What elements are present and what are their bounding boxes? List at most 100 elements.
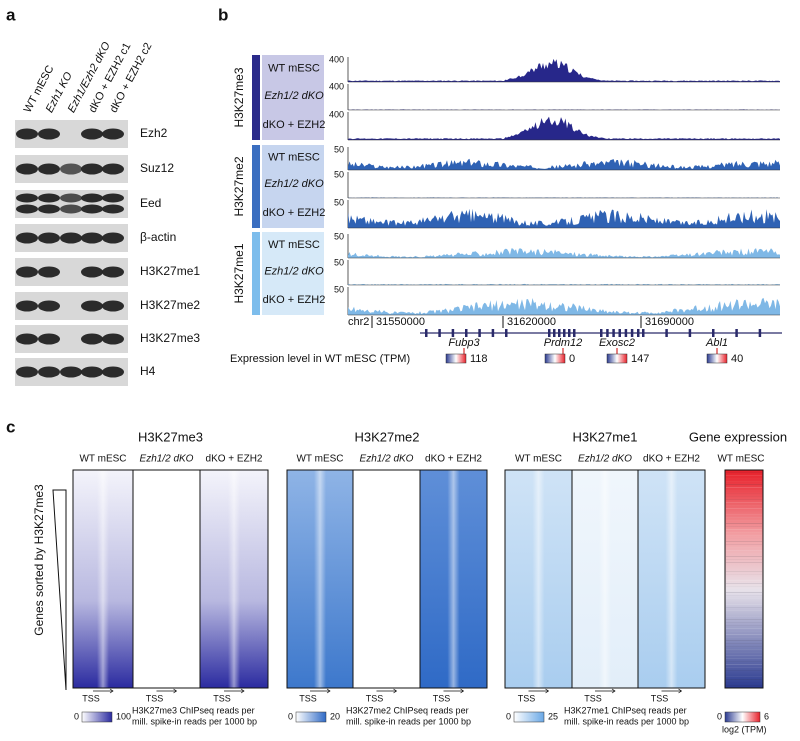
expression-streak: [726, 613, 762, 614]
expression-streak: [726, 517, 762, 518]
blot-band: [102, 366, 124, 378]
expression-streak: [726, 568, 762, 569]
group-stripe: [252, 55, 260, 140]
blot-band: [60, 232, 82, 244]
tss-arrow: [224, 688, 245, 694]
expression-colorbar: [606, 353, 628, 364]
heatmap: [133, 470, 200, 688]
track-name: dKO + EZH2: [263, 294, 326, 306]
colorbar-min: 0: [506, 711, 511, 721]
tss-stripe: [447, 470, 460, 688]
expression-streak: [726, 616, 762, 617]
expression-streak: [726, 559, 762, 560]
blot-band: [102, 300, 124, 312]
expression-streak: [726, 658, 762, 659]
blot-band: [38, 333, 60, 345]
expression-streak: [726, 493, 762, 494]
expression-column: WT mESC: [717, 454, 764, 465]
colorbar-caption: mill. spike-in reads per 1000 bp: [564, 716, 689, 726]
group-stripe: [252, 232, 260, 315]
group-box: [262, 232, 324, 315]
gene-name: Prdm12: [544, 337, 583, 349]
blot-band: [60, 163, 82, 175]
gene-name: Abl1: [705, 337, 728, 349]
expression-streak: [726, 646, 762, 647]
blot-band: [102, 163, 124, 175]
expression-streak: [726, 472, 762, 473]
tss-arrow: [661, 688, 683, 694]
tss-label: TSS: [433, 693, 451, 703]
track-scale: 50: [334, 169, 344, 179]
colorbar-max: 25: [548, 711, 558, 721]
expression-streak: [726, 514, 762, 515]
track-scale: 400: [329, 109, 344, 119]
group-box: [262, 145, 324, 228]
exon: [712, 329, 715, 337]
panel-label: b: [218, 5, 228, 24]
colorbar-min: 0: [288, 711, 293, 721]
exon: [606, 329, 609, 337]
panel-label: a: [6, 5, 16, 24]
blot-band: [38, 163, 60, 175]
expression-streak: [726, 547, 762, 548]
colorbar-max: 6: [764, 711, 769, 721]
expression-streak: [726, 640, 762, 641]
expression-streak: [726, 652, 762, 653]
blot-band: [81, 300, 103, 312]
chromosome-label: chr2: [348, 316, 369, 328]
expression-streak: [726, 595, 762, 596]
expression-streak: [726, 484, 762, 485]
expression-streak: [726, 475, 762, 476]
gene-name: Fubp3: [448, 337, 480, 349]
blot-band: [16, 333, 38, 345]
blot-band: [60, 204, 82, 214]
expression-streak: [726, 685, 762, 686]
tss-label: TSS: [299, 693, 317, 703]
expression-streak: [726, 607, 762, 608]
panel-label: c: [6, 417, 15, 436]
exon: [573, 329, 576, 337]
expression-streak: [726, 589, 762, 590]
expression-streak: [726, 628, 762, 629]
expression-streak: [726, 625, 762, 626]
blot-band: [38, 266, 60, 278]
blot-band: [81, 333, 103, 345]
blot-band: [38, 300, 60, 312]
track-name: Ezh1/2 dKO: [264, 265, 324, 277]
blot-band: [38, 204, 60, 214]
exon: [612, 329, 615, 337]
expression-heatmap: [724, 469, 764, 689]
colorbar-max: 20: [330, 711, 340, 721]
blot-band: [102, 204, 124, 214]
expression-streak: [726, 544, 762, 545]
blot-band: [81, 232, 103, 244]
blot-band: [81, 193, 103, 203]
expression-streak: [726, 541, 762, 542]
heatmap-title: H3K27me1: [572, 429, 637, 444]
blot-band: [16, 128, 38, 140]
blot-band: [102, 266, 124, 278]
sort-triangle: [52, 489, 67, 691]
signal-track: [348, 116, 780, 140]
expression-streak: [726, 580, 762, 581]
blot-band: [60, 193, 82, 203]
blot-label: β-actin: [140, 230, 176, 244]
column-label: Ezh1/2 dKO: [578, 454, 632, 465]
exon: [758, 329, 762, 337]
track-scale: 400: [329, 81, 344, 91]
expression-streak: [726, 619, 762, 620]
y-axis-label: Genes sorted by H3K27me3: [32, 484, 46, 636]
blot-band: [16, 266, 38, 278]
blot-band: [102, 232, 124, 244]
expression-streak: [726, 661, 762, 662]
expression-value: 40: [731, 353, 743, 365]
tss-arrow: [528, 688, 550, 694]
signal-track: [348, 208, 780, 228]
tss-stripe: [532, 470, 545, 688]
column-label: dKO + EZH2: [425, 454, 482, 465]
colorbar-caption: log2 (TPM): [722, 724, 767, 734]
group-box: [262, 55, 324, 140]
expression-streak: [726, 574, 762, 575]
track-name: WT mESC: [268, 151, 320, 163]
